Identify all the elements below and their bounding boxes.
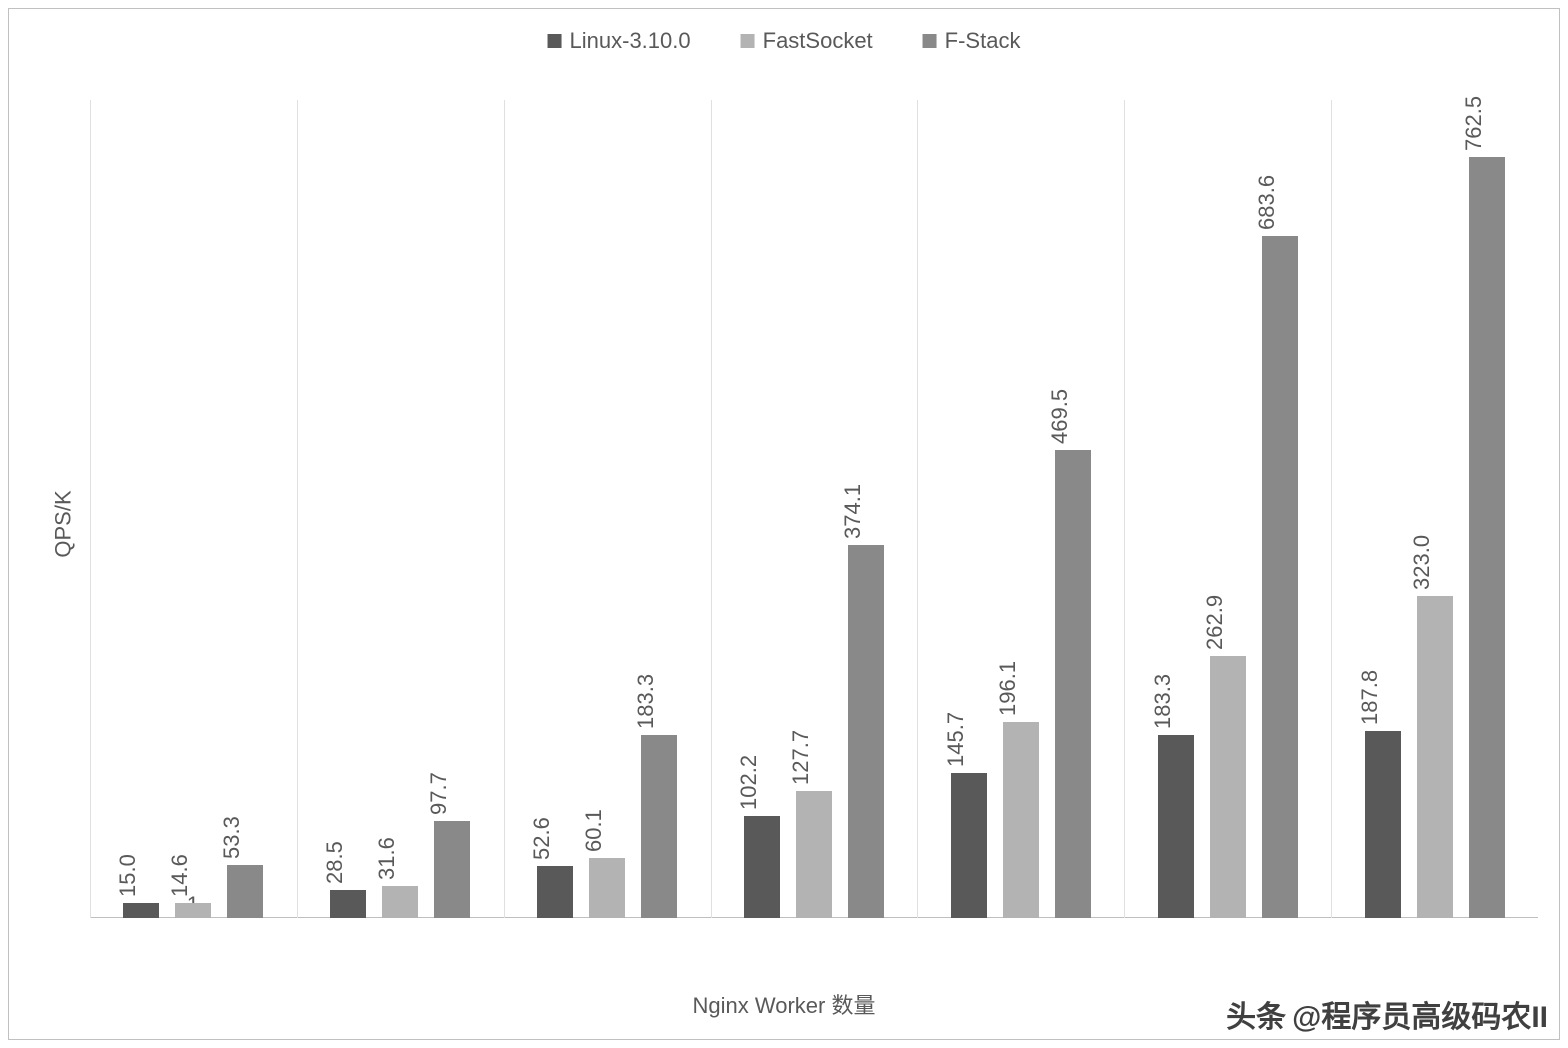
bar: 183.3 (641, 735, 677, 918)
legend-label: Linux-3.10.0 (570, 28, 691, 54)
bar-value-label: 374.1 (840, 484, 866, 539)
bar: 683.6 (1262, 236, 1298, 918)
bar-value-label: 262.9 (1202, 595, 1228, 650)
legend-label: F-Stack (945, 28, 1021, 54)
bar: 145.7 (951, 773, 987, 918)
bar-value-label: 28.5 (322, 841, 348, 884)
bar-group: 183.3 262.9 683.6 (1124, 100, 1331, 918)
bar-value-label: 183.3 (633, 674, 659, 729)
bar: 60.1 (589, 858, 625, 918)
bar: 28.5 (330, 890, 366, 918)
bar-group: 52.6 60.1 183.3 (504, 100, 711, 918)
legend-item: Linux-3.10.0 (548, 28, 691, 54)
legend-swatch (923, 34, 937, 48)
bar-value-label: 145.7 (943, 712, 969, 767)
bar: 762.5 (1469, 157, 1505, 918)
legend-item: FastSocket (741, 28, 873, 54)
bar-value-label: 102.2 (736, 755, 762, 810)
legend: Linux-3.10.0 FastSocket F-Stack (548, 28, 1021, 54)
bar-value-label: 196.1 (995, 661, 1021, 716)
bar-value-label: 60.1 (581, 809, 607, 852)
bar: 196.1 (1003, 722, 1039, 918)
watermark: 头条 @程序员高级码农II (1226, 992, 1548, 1036)
bar-value-label: 323.0 (1409, 535, 1435, 590)
bar-value-label: 683.6 (1254, 175, 1280, 230)
bar: 15.0 (123, 903, 159, 918)
bar-value-label: 762.5 (1461, 96, 1487, 151)
bar: 469.5 (1055, 450, 1091, 918)
bar-group: 28.5 31.6 97.7 (297, 100, 504, 918)
watermark-prefix: 头条 (1226, 992, 1286, 1036)
legend-swatch (548, 34, 562, 48)
bar-value-label: 15.0 (115, 854, 141, 897)
legend-label: FastSocket (763, 28, 873, 54)
bar-value-label: 97.7 (426, 772, 452, 815)
plot-area: 115.014.653.3228.531.697.7452.660.1183.3… (90, 100, 1538, 948)
x-axis-label: Nginx Worker 数量 (693, 988, 876, 1020)
bar-value-label: 187.8 (1357, 670, 1383, 725)
bar: 374.1 (848, 545, 884, 918)
y-axis-label: QPS/K (51, 490, 77, 557)
bar: 14.6 (175, 903, 211, 918)
bar-group: 145.7 196.1 469.5 (917, 100, 1124, 918)
watermark-handle: @程序员高级码农II (1292, 992, 1548, 1036)
legend-swatch (741, 34, 755, 48)
legend-item: F-Stack (923, 28, 1021, 54)
bar: 127.7 (796, 791, 832, 918)
bar: 52.6 (537, 866, 573, 918)
bar: 31.6 (382, 886, 418, 918)
bar-value-label: 14.6 (167, 855, 193, 898)
bar: 97.7 (434, 821, 470, 918)
bar: 183.3 (1158, 735, 1194, 918)
bar: 262.9 (1210, 656, 1246, 918)
bar: 187.8 (1365, 731, 1401, 918)
bar-value-label: 31.6 (374, 838, 400, 881)
bar-group: 187.8 323.0 762.5 (1331, 100, 1538, 918)
bar-value-label: 183.3 (1150, 674, 1176, 729)
bar: 323.0 (1417, 596, 1453, 918)
bar-value-label: 52.6 (529, 817, 555, 860)
bar-value-label: 127.7 (788, 730, 814, 785)
bar-group: 102.2 127.7 374.1 (711, 100, 918, 918)
bar: 102.2 (744, 816, 780, 918)
bar-group: 15.0 14.6 53.3 (90, 100, 297, 918)
bar: 53.3 (227, 865, 263, 918)
bar-value-label: 469.5 (1047, 389, 1073, 444)
bar-value-label: 53.3 (219, 816, 245, 859)
